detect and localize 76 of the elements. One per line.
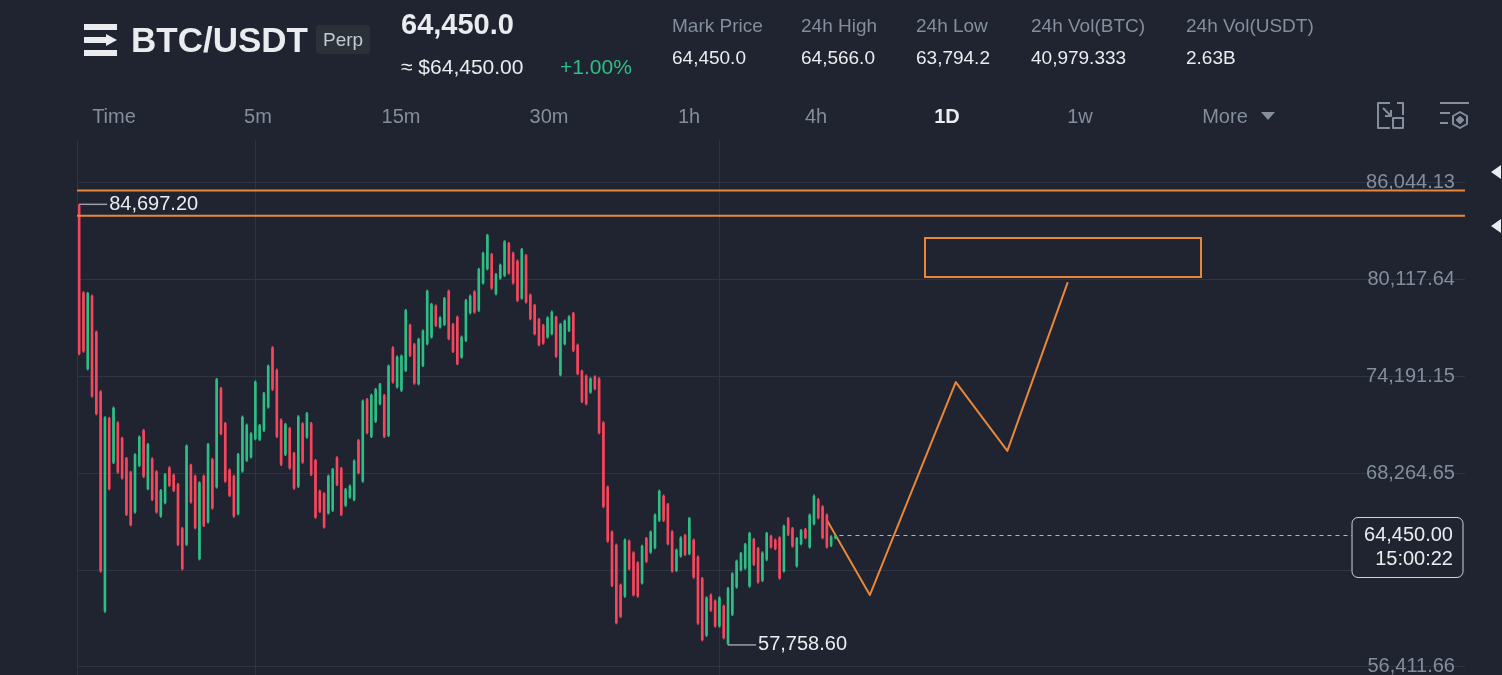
text: 24h Vol(USDT) [1186,14,1314,36]
y-tick-label: 86,044.13 [1366,169,1455,192]
text: 64,450.0 [401,7,514,40]
candlestick [331,467,335,512]
candlestick [344,487,347,507]
candlestick [417,337,420,386]
candlestick [778,536,781,580]
text: 64,566.0 [801,46,875,68]
text: 1h [677,105,701,127]
candlestick [516,259,519,302]
text: 30m [529,105,569,127]
candlestick [460,335,463,359]
candlestick [137,435,141,467]
candlestick [413,342,416,385]
candlestick [473,290,476,314]
candlestick [82,291,85,353]
candlestick [589,377,592,394]
chart-title: BTC/USDT [131,19,308,59]
candlestick [718,596,721,628]
candlestick [284,422,287,456]
candlestick [748,531,751,588]
text: 63,794.2 [916,46,990,68]
chart-subtitle: Perp [316,25,371,54]
candlestick [808,513,812,549]
candlestick [559,323,562,377]
candlestick [486,233,489,271]
candlestick [662,494,665,522]
text: 40,979.333 [1031,46,1127,68]
text: More [1202,105,1248,127]
ref-line-label: 64,450.00 [1364,523,1453,545]
candlestick [649,530,653,554]
annotation: 84,697.20 [109,191,199,214]
candlestick [215,377,218,489]
text: +1.00% [560,54,632,78]
candlestick [692,538,695,579]
candlestick [296,415,300,488]
candlestick [301,422,304,464]
text: 24h High [801,14,878,36]
y-tick-label: 74,191.15 [1366,363,1455,386]
candlestick [241,415,244,473]
candlestick [705,596,708,637]
candlestick [443,297,446,326]
text: 64,450.0 [672,46,746,68]
text: ≈ $64,450.00 [401,54,524,78]
candlestick [211,457,214,510]
candlestick [645,536,648,563]
candlestick [254,380,257,441]
candlestick [503,240,506,277]
text: 24h Low [916,14,988,36]
candlestick [490,253,494,290]
candlestick [112,406,115,465]
y-tick-label: 68,264.65 [1366,460,1455,483]
candlestick [198,481,201,561]
candlestick [357,438,360,475]
text: 15m [381,105,421,127]
text: 4h [804,105,828,127]
text: 5m [244,105,272,127]
text: 1w [1067,105,1093,127]
annotation: 15:00:22 [1375,547,1453,569]
candlestick [142,429,145,478]
candlestick [387,364,390,438]
candlestick [370,393,373,439]
text: 2.63B [1186,46,1236,68]
candlestick [688,517,691,556]
candlestick [168,466,171,487]
text: 24h Vol(BTC) [1031,14,1146,36]
y-tick-label: 80,117.64 [1367,266,1455,289]
candlestick [185,444,188,546]
text: Time [92,105,136,127]
text: Mark Price [672,14,763,36]
candlestick [804,527,807,540]
text: 1D [934,105,960,127]
annotation: 57,758.60 [758,632,848,655]
candlestick [834,534,837,540]
y-tick-label: 56,411.66 [1367,654,1455,675]
candlestick [546,316,549,339]
